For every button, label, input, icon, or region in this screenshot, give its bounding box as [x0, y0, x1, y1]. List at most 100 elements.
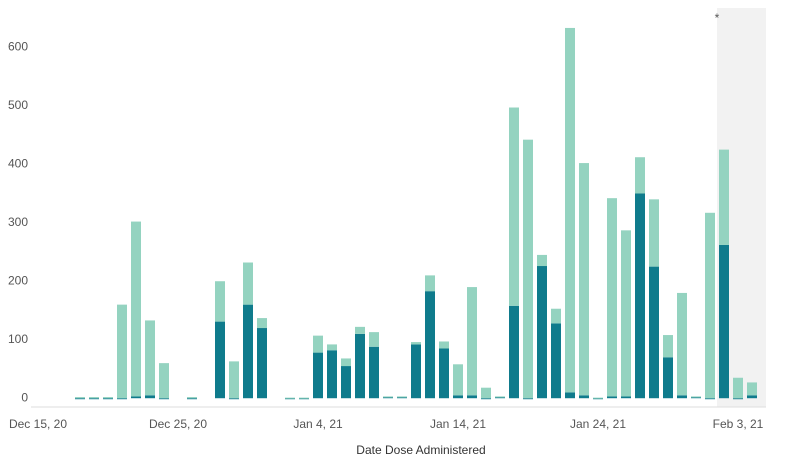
bar-segment	[635, 157, 645, 194]
x-tick-label: Jan 14, 21	[430, 417, 486, 431]
bar-segment	[369, 332, 379, 347]
bar-segment	[691, 396, 701, 398]
bar-segment	[677, 395, 687, 399]
bar-segment	[187, 398, 197, 400]
bar-segment	[103, 398, 113, 400]
bar-segment	[607, 198, 617, 397]
bar-segment	[509, 107, 519, 306]
bar-segment	[355, 326, 365, 334]
x-axis-title: Date Dose Administered	[356, 443, 485, 457]
bar-segment	[663, 357, 673, 399]
bar-segment	[719, 149, 729, 245]
y-tick-label: 100	[8, 332, 28, 346]
bar-segment	[313, 335, 323, 353]
y-tick-label: 500	[8, 98, 28, 112]
bar-segment	[145, 320, 155, 396]
y-tick-label: 400	[8, 156, 28, 170]
x-tick-label: Feb 3, 21	[713, 417, 764, 431]
bar-segment	[467, 287, 477, 396]
bar-segment	[495, 396, 505, 398]
bar-segment	[355, 333, 365, 399]
bar-segment	[565, 27, 575, 393]
bar-segment	[705, 398, 715, 400]
bar-segment	[649, 266, 659, 399]
bar-segment	[187, 397, 197, 399]
bar-segment	[621, 396, 631, 399]
bar-segment	[327, 350, 337, 399]
bar-segment	[719, 244, 729, 399]
bar-segment	[453, 395, 463, 399]
bar-segment	[229, 398, 239, 400]
bar-segment	[313, 352, 323, 399]
bar-segment	[537, 266, 547, 399]
bar-segment	[369, 346, 379, 399]
bar-segment	[341, 358, 351, 367]
y-tick-label: 0	[21, 390, 28, 404]
bar-segment	[565, 392, 575, 399]
bar-segment	[243, 262, 253, 305]
bar-segment	[663, 335, 673, 358]
bar-segment	[733, 398, 743, 400]
bar-segment	[285, 397, 295, 399]
bar-segment	[327, 344, 337, 351]
bar-segment	[117, 398, 127, 400]
bar-segment	[579, 163, 589, 396]
bar-segment	[89, 398, 99, 400]
bar-segment	[411, 344, 421, 399]
bar-segment	[159, 398, 169, 400]
bar-segment	[649, 199, 659, 267]
bar-segment	[411, 342, 421, 345]
bar-segment	[579, 395, 589, 399]
bar-segment	[215, 281, 225, 322]
bar-segment	[523, 398, 533, 400]
bar-segment	[341, 366, 351, 399]
x-tick-label: Jan 4, 21	[293, 417, 343, 431]
bar-segment	[159, 363, 169, 399]
bar-segment	[383, 396, 393, 398]
bar-segment	[397, 396, 407, 398]
bar-segment	[439, 341, 449, 349]
bar-segment	[145, 395, 155, 399]
bar-segment	[453, 364, 463, 396]
bar-segment	[551, 323, 561, 399]
bar-segment	[621, 230, 631, 397]
bar-segment	[481, 387, 491, 399]
bar-segment	[257, 328, 267, 399]
bar-segment	[89, 397, 99, 399]
bar-segment	[551, 308, 561, 324]
x-tick-label: Dec 25, 20	[149, 417, 207, 431]
bar-segment	[243, 304, 253, 399]
y-tick-label: 300	[8, 215, 28, 229]
bar-segment	[117, 304, 127, 399]
bar-segment	[439, 348, 449, 399]
bar-segment	[747, 382, 757, 396]
bar-segment	[593, 397, 603, 399]
bar-segment	[537, 254, 547, 267]
y-tick-label: 600	[8, 39, 28, 53]
bar-segment	[593, 398, 603, 400]
bar-segment	[425, 275, 435, 292]
bar-segment	[215, 321, 225, 399]
bar-segment	[523, 139, 533, 399]
bar-segment	[75, 398, 85, 400]
annotation: *	[715, 11, 720, 25]
bar-segment	[75, 397, 85, 399]
bar-segment	[299, 398, 309, 400]
bar-segment	[467, 395, 477, 399]
bar-segment	[509, 305, 519, 399]
bar-segment	[677, 292, 687, 396]
x-tick-label: Jan 24, 21	[570, 417, 626, 431]
bar-segment	[257, 318, 267, 329]
bar-segment	[299, 397, 309, 399]
y-tick-label: 200	[8, 273, 28, 287]
bar-segment	[285, 398, 295, 400]
bar-segment	[733, 377, 743, 399]
bar-segment	[705, 212, 715, 399]
bar-segment	[425, 291, 435, 399]
bar-segment	[131, 221, 141, 397]
bar-segment	[103, 397, 113, 399]
bar-segment	[229, 361, 239, 399]
bar-segment	[635, 193, 645, 399]
x-tick-label: Dec 15, 20	[9, 417, 67, 431]
